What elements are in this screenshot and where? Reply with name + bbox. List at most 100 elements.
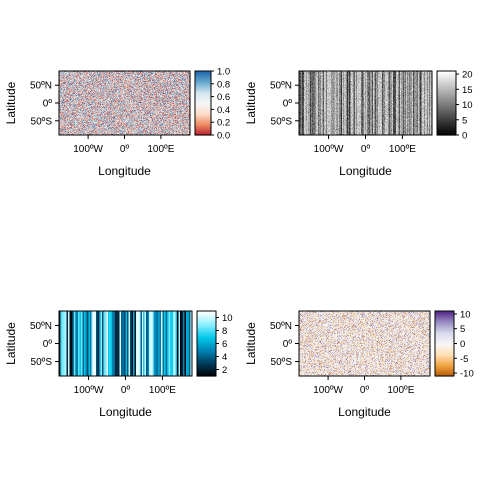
- y-tick-label: 0º: [283, 99, 293, 110]
- colorbar-band: [437, 104, 456, 107]
- colorbar-tick-label: 0.8: [217, 79, 230, 90]
- colorbar-tick-label: 0.4: [217, 105, 230, 116]
- colorbar: 20 15 10 5 0: [436, 70, 473, 142]
- colorbar-band: [435, 320, 454, 323]
- y-tick-label: 50ºS: [271, 357, 293, 368]
- colorbar-band: [197, 350, 216, 353]
- colorbar-band: [437, 112, 456, 115]
- colorbar-band: [435, 322, 454, 325]
- colorbar-band: [197, 371, 216, 374]
- colorbar-band: [195, 90, 211, 93]
- panel-3: 100ºW 0º 100ºE 50ºN 0º 50ºS Longitude Latitude 1…: [4, 310, 233, 419]
- x-tick-label: 100ºW: [313, 385, 343, 396]
- colorbar-band: [435, 317, 454, 320]
- y-axis-title: Latitude: [4, 81, 18, 124]
- colorbar-band: [197, 363, 216, 366]
- colorbar: 10 8 6 4 2: [196, 310, 233, 377]
- heatmap-raster: [299, 311, 430, 376]
- colorbar-tick-label: 0.6: [217, 92, 230, 103]
- y-tick-label: 0º: [43, 339, 53, 350]
- colorbar-band: [437, 114, 456, 117]
- colorbar-band: [195, 85, 211, 88]
- colorbar-tick-label: 2: [222, 365, 227, 376]
- colorbar-band: [195, 103, 211, 106]
- colorbar-band: [437, 127, 456, 130]
- colorbar-band: [437, 120, 456, 123]
- colorbar-band: [437, 101, 456, 104]
- colorbar-band: [197, 359, 216, 362]
- colorbar-band: [435, 330, 454, 333]
- colorbar-band: [437, 111, 456, 114]
- colorbar-band: [437, 91, 456, 94]
- colorbar-band: [195, 95, 211, 98]
- colorbar-band: [197, 367, 216, 371]
- colorbar-band: [435, 361, 454, 364]
- colorbar-band: [195, 117, 211, 120]
- colorbar-tick-label: 10: [222, 313, 233, 324]
- colorbar-band: [437, 77, 456, 80]
- heatmap-raster: [59, 71, 190, 135]
- colorbar-band: [437, 71, 456, 74]
- colorbar-band: [197, 325, 216, 328]
- y-axis-title: Latitude: [4, 322, 18, 365]
- colorbar-tick-label: 0: [460, 339, 465, 350]
- colorbar-band: [197, 315, 216, 319]
- colorbar-band: [197, 312, 216, 315]
- colorbar-band: [437, 72, 456, 75]
- colorbar-band: [197, 333, 216, 336]
- y-axis-title: Latitude: [244, 322, 258, 365]
- colorbar-band: [437, 131, 456, 134]
- colorbar-band: [197, 364, 216, 367]
- colorbar-band: [195, 74, 211, 77]
- x-tick-label: 100ºW: [314, 144, 344, 155]
- colorbar-band: [197, 332, 216, 335]
- colorbar-band: [437, 95, 456, 98]
- colorbar-band: [437, 117, 456, 120]
- colorbar-band: [435, 315, 454, 319]
- y-tick-label: 50ºS: [271, 116, 293, 127]
- colorbar-band: [197, 348, 216, 351]
- colorbar-band: [197, 330, 216, 333]
- x-tick-label: 0º: [361, 144, 371, 155]
- colorbar-band: [437, 82, 456, 85]
- colorbar-band: [435, 338, 454, 341]
- colorbar-band: [197, 345, 216, 348]
- colorbar-tick-label: 0.0: [217, 131, 230, 142]
- y-tick-label: 50ºN: [30, 81, 52, 92]
- x-axis-title: Longitude: [339, 164, 392, 178]
- colorbar-tick-label: 10: [460, 309, 471, 320]
- x-tick-label: 100ºE: [149, 385, 176, 396]
- colorbar-band: [435, 312, 454, 315]
- y-axis-title: Latitude: [244, 81, 258, 124]
- colorbar-band: [195, 128, 211, 131]
- y-tick-label: 50ºN: [30, 321, 52, 332]
- colorbar-band: [435, 356, 454, 359]
- colorbar-band: [197, 338, 216, 341]
- colorbar-band: [435, 351, 454, 354]
- colorbar-band: [435, 354, 454, 358]
- colorbar-band: [435, 350, 454, 353]
- colorbar-band: [197, 328, 216, 332]
- colorbar-band: [437, 122, 456, 125]
- colorbar-tick-label: 5: [460, 324, 465, 335]
- colorbar-band: [435, 340, 454, 343]
- colorbar-band: [437, 75, 456, 78]
- colorbar-band: [437, 109, 456, 112]
- colorbar-band: [195, 112, 211, 115]
- colorbar-band: [195, 79, 211, 82]
- colorbar-band: [437, 125, 456, 128]
- colorbar-band: [195, 114, 211, 117]
- colorbar-band: [437, 99, 456, 102]
- colorbar-frame: [194, 70, 212, 136]
- panel-4: 100ºW 0º 100ºE 50ºN 0º 50ºS Longitude Latitude 1…: [244, 309, 474, 419]
- colorbar-band: [435, 335, 454, 338]
- colorbar-band: [197, 337, 216, 340]
- colorbar-band: [197, 374, 216, 377]
- colorbar-tick-label: 0: [462, 131, 467, 142]
- colorbar-tick-label: 10: [462, 100, 473, 111]
- colorbar-band: [437, 119, 456, 122]
- colorbar-band: [197, 322, 216, 325]
- colorbar-band: [435, 343, 454, 346]
- colorbar-band: [195, 71, 211, 74]
